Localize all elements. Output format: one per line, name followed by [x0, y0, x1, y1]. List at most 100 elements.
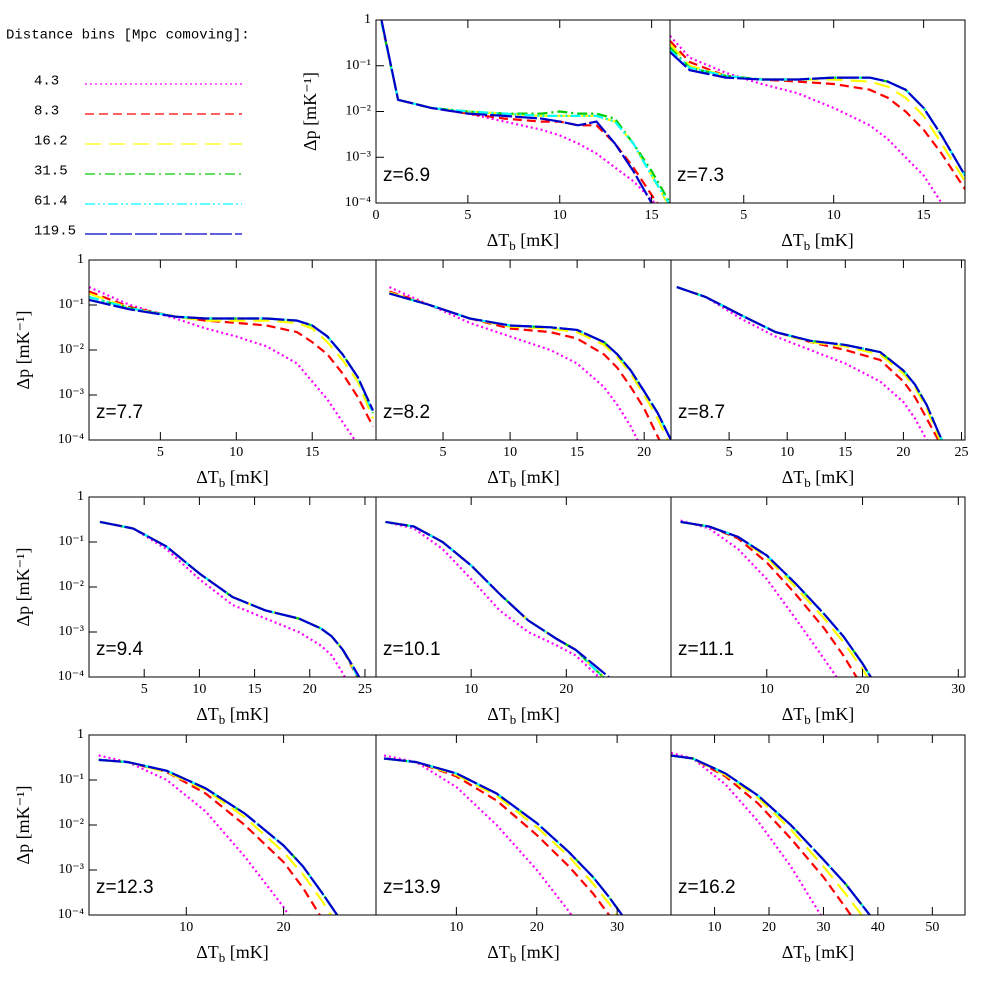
- plot-area: [676, 286, 944, 440]
- panel: 10 20 10⁻⁴ 10⁻³ 10⁻² 10⁻¹ 1 z=12.3 ΔTb [mK] Δp [m…: [13, 727, 377, 965]
- series-line: [676, 286, 942, 440]
- x-axis-label-part: b: [219, 950, 226, 965]
- x-tick-label: 10: [229, 445, 243, 460]
- panel-annotation: z=16.2: [678, 877, 736, 898]
- x-axis-label-part: [mK]: [811, 704, 855, 724]
- x-axis-label: ΔTb [mK]: [487, 230, 560, 253]
- x-axis-label-part: ΔT: [782, 942, 805, 962]
- x-axis-label-part: [mK]: [225, 704, 269, 724]
- x-tick-label: 15: [570, 445, 584, 460]
- x-axis-label: ΔTb [mK]: [487, 467, 560, 490]
- series-line: [676, 286, 940, 440]
- series-line: [676, 286, 928, 440]
- x-tick-label: 0: [373, 208, 380, 223]
- legend-label: 4.3: [34, 74, 59, 90]
- series-line: [680, 520, 858, 677]
- series-line: [389, 292, 671, 440]
- x-tick-label: 5: [141, 682, 148, 697]
- x-axis-label: ΔTb [mK]: [782, 942, 855, 965]
- panel: 5 10 15 10⁻⁴ 10⁻³ 10⁻² 10⁻¹ 1 z=7.7 ΔTb [mK] Δp [m…: [13, 252, 377, 490]
- legend-label: 61.4: [34, 194, 68, 210]
- y-tick-label: 10⁻⁴: [58, 432, 84, 447]
- y-tick-label: 10⁻³: [58, 624, 84, 639]
- series-line: [388, 286, 639, 440]
- x-tick-label: 15: [645, 208, 659, 223]
- x-tick-label: 10: [192, 682, 206, 697]
- series-line: [670, 35, 943, 203]
- x-tick-label: 10: [503, 445, 517, 460]
- y-tick-label: 10⁻²: [58, 342, 84, 357]
- series-line: [89, 290, 374, 428]
- x-axis-label-part: b: [804, 238, 811, 253]
- y-tick-label: 10⁻³: [345, 149, 371, 164]
- series-line: [99, 520, 360, 677]
- y-tick-label: 10⁻³: [58, 387, 84, 402]
- x-tick-label: 20: [559, 682, 573, 697]
- x-tick-label: 5: [726, 445, 733, 460]
- panel-annotation: z=12.3: [96, 877, 154, 898]
- series-line: [98, 758, 333, 915]
- series-line: [676, 286, 944, 440]
- x-axis-label-part: b: [509, 238, 516, 253]
- x-tick-label: 30: [951, 682, 965, 697]
- x-tick-label: 10: [760, 682, 774, 697]
- series-line: [385, 520, 605, 677]
- legend-label: 16.2: [34, 134, 68, 150]
- x-tick-label: 15: [838, 445, 852, 460]
- plot-area: [383, 754, 624, 915]
- series-line: [670, 43, 965, 182]
- x-axis-label-part: ΔT: [196, 467, 219, 487]
- series-line: [99, 520, 360, 677]
- x-axis-label-part: ΔT: [782, 704, 805, 724]
- x-axis-label-part: [mK]: [516, 942, 560, 962]
- x-axis-label-part: ΔT: [196, 942, 219, 962]
- panel-annotation: z=10.1: [383, 639, 441, 660]
- panel: 10 20 30 40 50 z=16.2 ΔTb [mK]: [670, 734, 966, 965]
- series-line: [671, 754, 864, 915]
- panel-frame: [669, 19, 966, 204]
- plot-area: [98, 754, 339, 915]
- panel: 10 20 30 z=11.1 ΔTb [mK]: [670, 496, 966, 727]
- series-line: [380, 20, 653, 203]
- x-axis-label-part: [mK]: [516, 230, 560, 250]
- x-axis-label-part: ΔT: [487, 230, 510, 250]
- x-axis-label: ΔTb [mK]: [196, 942, 269, 965]
- x-axis-label: ΔTb [mK]: [487, 704, 560, 727]
- panel: 10 20 z=10.1 ΔTb [mK]: [375, 496, 672, 727]
- series-line: [671, 754, 872, 915]
- series-line: [680, 519, 838, 677]
- series-line: [380, 21, 657, 203]
- plot-area: [671, 751, 872, 915]
- panel: 0 5 10 15 10⁻⁴ 10⁻³ 10⁻² 10⁻¹ 1 z=6.9 ΔTb [mK] Δp […: [300, 12, 671, 253]
- x-tick-label: 30: [816, 920, 830, 935]
- series-line: [89, 296, 375, 414]
- x-tick-label: 10: [708, 920, 722, 935]
- y-tick-label: 10⁻¹: [58, 772, 84, 787]
- series-line: [89, 292, 375, 419]
- y-tick-label: 10⁻²: [345, 104, 371, 119]
- plot-area: [670, 35, 965, 203]
- x-axis-label-part: ΔT: [196, 704, 219, 724]
- x-axis-label-part: b: [510, 712, 517, 727]
- x-axis-label: ΔTb [mK]: [781, 230, 854, 253]
- panel-annotation: z=11.1: [678, 639, 734, 660]
- x-tick-label: 5: [440, 445, 447, 460]
- x-axis-label-part: [mK]: [516, 467, 560, 487]
- series-line: [89, 286, 357, 440]
- x-tick-label: 5: [740, 208, 747, 223]
- panel-annotation: z=6.9: [383, 165, 430, 186]
- series-line: [671, 754, 872, 915]
- y-tick-label: 1: [77, 727, 84, 742]
- x-tick-label: 15: [305, 445, 319, 460]
- x-axis-label-part: b: [510, 950, 517, 965]
- y-tick-label: 10⁻²: [58, 579, 84, 594]
- y-tick-label: 10⁻³: [58, 862, 84, 877]
- series-line: [99, 520, 359, 677]
- x-axis-label: ΔTb [mK]: [782, 467, 855, 490]
- series-line: [89, 298, 375, 412]
- series-line: [680, 520, 873, 677]
- y-tick-label: 10⁻⁴: [58, 907, 84, 922]
- series-line: [680, 520, 873, 677]
